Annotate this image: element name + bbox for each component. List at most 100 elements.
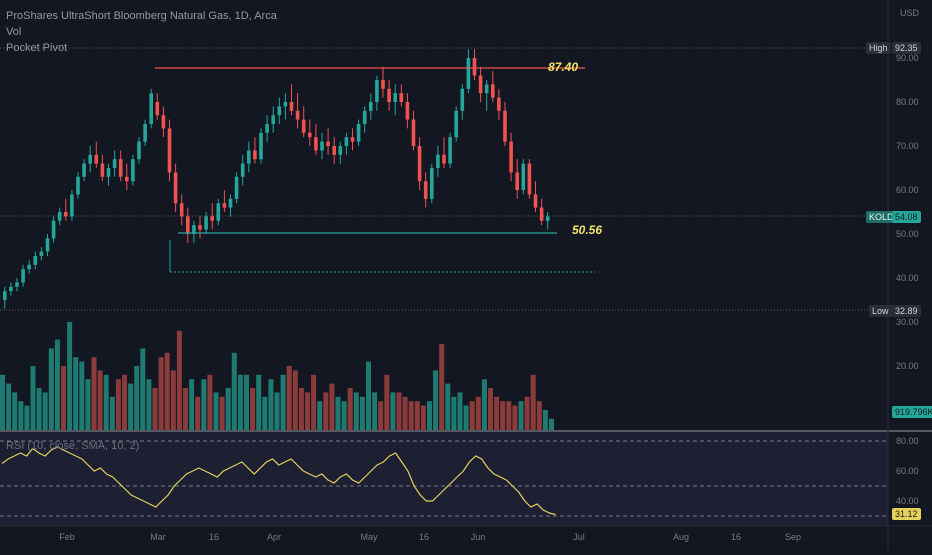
candle-body[interactable] <box>21 269 25 283</box>
candle-body[interactable] <box>362 110 367 124</box>
candle-body[interactable] <box>430 168 434 199</box>
candle-body[interactable] <box>70 194 74 217</box>
candle-body[interactable] <box>491 84 495 98</box>
candle-body[interactable] <box>112 159 117 168</box>
candle-body[interactable] <box>253 150 257 160</box>
candle-body[interactable] <box>118 159 123 177</box>
candle-body[interactable] <box>314 137 318 151</box>
candle-body[interactable] <box>417 146 422 182</box>
candle-body[interactable] <box>27 264 31 270</box>
candle-body[interactable] <box>454 110 458 138</box>
candle-body[interactable] <box>393 93 397 102</box>
candle-body[interactable] <box>472 58 477 76</box>
candle-body[interactable] <box>82 163 86 177</box>
candle-body[interactable] <box>381 80 385 89</box>
trend-lines[interactable]: 87.40 50.56 <box>155 60 602 273</box>
candle-body[interactable] <box>484 84 489 94</box>
candle-body[interactable] <box>344 137 349 146</box>
candle-body[interactable] <box>222 203 227 208</box>
candle-body[interactable] <box>39 251 44 256</box>
candle-body[interactable] <box>387 88 391 102</box>
candle-body[interactable] <box>137 141 141 160</box>
candle-body[interactable] <box>64 212 68 217</box>
candle-body[interactable] <box>503 110 507 142</box>
candle-body[interactable] <box>143 124 147 142</box>
candle-body[interactable] <box>173 172 178 204</box>
candle-body[interactable] <box>57 212 62 221</box>
candle-body[interactable] <box>161 115 166 129</box>
candles[interactable] <box>3 49 550 309</box>
candle-body[interactable] <box>308 132 312 138</box>
candle-body[interactable] <box>100 163 105 177</box>
candle-body[interactable] <box>521 163 526 190</box>
candle-body[interactable] <box>271 115 275 124</box>
volume-bar <box>225 388 231 430</box>
candle-body[interactable] <box>192 225 196 234</box>
candle-body[interactable] <box>228 198 233 208</box>
candle-body[interactable] <box>198 225 202 230</box>
candle-body[interactable] <box>45 238 50 252</box>
candle-body[interactable] <box>33 256 38 265</box>
candle-body[interactable] <box>289 102 294 111</box>
candle-body[interactable] <box>15 282 19 287</box>
candle-body[interactable] <box>51 220 56 239</box>
candle-body[interactable] <box>131 159 135 182</box>
candle-body[interactable] <box>423 181 428 199</box>
candle-body[interactable] <box>179 203 184 217</box>
candle-body[interactable] <box>527 163 532 195</box>
candle-body[interactable] <box>301 119 306 133</box>
candle-body[interactable] <box>448 137 452 164</box>
candle-body[interactable] <box>283 102 288 107</box>
candle-body[interactable] <box>436 154 440 168</box>
candle-body[interactable] <box>545 216 550 221</box>
candle-body[interactable] <box>167 128 172 173</box>
candle-body[interactable] <box>247 150 251 164</box>
candle-body[interactable] <box>332 146 336 155</box>
candle-body[interactable] <box>539 207 544 221</box>
volume-bar <box>54 339 60 430</box>
candle-body[interactable] <box>204 216 208 230</box>
candle-body[interactable] <box>375 80 379 102</box>
candle-body[interactable] <box>326 141 330 146</box>
candle-body[interactable] <box>466 58 471 89</box>
candle-body[interactable] <box>350 137 355 142</box>
rsi-pane[interactable] <box>1 446 556 516</box>
candle-body[interactable] <box>76 176 80 195</box>
candle-body[interactable] <box>9 286 13 292</box>
candle-body[interactable] <box>460 88 465 111</box>
candle-body[interactable] <box>405 102 410 120</box>
candle-body[interactable] <box>240 163 245 177</box>
candle-body[interactable] <box>265 124 269 133</box>
candle-body[interactable] <box>125 176 129 182</box>
candle-body[interactable] <box>3 291 7 300</box>
candle-body[interactable] <box>399 93 404 102</box>
candle-body[interactable] <box>94 154 99 164</box>
candle-body[interactable] <box>216 203 221 221</box>
candle-body[interactable] <box>369 102 373 111</box>
candle-body[interactable] <box>338 146 343 155</box>
candle-body[interactable] <box>295 110 300 120</box>
rsi-tick-label: 80.00 <box>896 436 919 446</box>
candle-body[interactable] <box>478 75 483 94</box>
candle-body[interactable] <box>210 216 214 221</box>
candle-body[interactable] <box>106 168 111 177</box>
candle-body[interactable] <box>234 176 239 199</box>
candle-body[interactable] <box>320 141 324 151</box>
candle-body[interactable] <box>515 172 519 190</box>
candle-body[interactable] <box>497 97 501 111</box>
candle-body[interactable] <box>509 141 513 173</box>
candle-body[interactable] <box>442 154 446 164</box>
candle-body[interactable] <box>149 93 153 124</box>
candle-body[interactable] <box>533 194 538 208</box>
candle-body[interactable] <box>259 132 263 160</box>
volume-bar <box>463 405 469 430</box>
rsi-line[interactable] <box>1 446 556 516</box>
candle-body[interactable] <box>88 154 92 164</box>
candle-body[interactable] <box>411 119 416 146</box>
candle-body[interactable] <box>155 102 160 116</box>
candle-body[interactable] <box>356 124 361 142</box>
candle-body[interactable] <box>277 106 282 116</box>
candle-body[interactable] <box>186 216 190 234</box>
